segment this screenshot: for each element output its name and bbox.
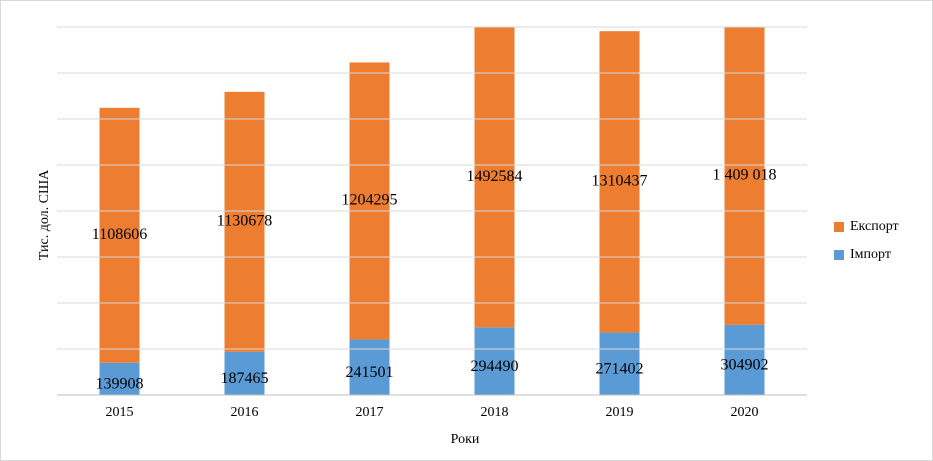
- y-axis-title: Тис. дол. США: [37, 169, 52, 260]
- legend-swatch: [834, 222, 844, 232]
- bar-segment: [474, 327, 515, 395]
- data-label: 1 409 018: [713, 167, 777, 184]
- bar-segment: [224, 91, 265, 352]
- x-tick-label: 2015: [106, 405, 134, 420]
- x-tick-label: 2017: [356, 405, 384, 420]
- bar-segment: [349, 62, 390, 340]
- data-label: 294490: [471, 358, 519, 375]
- data-label: 1310437: [592, 173, 648, 190]
- data-label: 1130678: [217, 213, 272, 230]
- legend-label: Експорт: [850, 219, 899, 234]
- data-label: 241501: [346, 364, 394, 381]
- data-label: 139908: [96, 376, 144, 393]
- x-tick-label: 2016: [231, 405, 259, 420]
- x-tick-label: 2019: [606, 405, 634, 420]
- plot-area: [99, 27, 765, 395]
- x-tick-label: 2018: [481, 405, 509, 420]
- bar-segment: [474, 27, 515, 328]
- bar-segment: [599, 31, 640, 333]
- x-tick-label: 2020: [731, 405, 759, 420]
- bar-segment: [599, 332, 640, 395]
- data-label: 271402: [596, 360, 644, 377]
- x-axis-title: Роки: [451, 432, 480, 447]
- bar-segment: [224, 351, 265, 395]
- data-label: 187465: [221, 370, 269, 387]
- data-label: 1492584: [467, 168, 523, 185]
- legend-label: Імпорт: [850, 247, 891, 262]
- bar-segment: [724, 324, 765, 395]
- data-label: 1204295: [342, 192, 398, 209]
- data-label: 304902: [721, 357, 769, 374]
- bar-segment: [99, 107, 140, 363]
- bar-segment: [724, 27, 765, 325]
- data-label: 1108606: [92, 226, 147, 243]
- bar-segment: [99, 362, 140, 395]
- legend-swatch: [834, 250, 844, 260]
